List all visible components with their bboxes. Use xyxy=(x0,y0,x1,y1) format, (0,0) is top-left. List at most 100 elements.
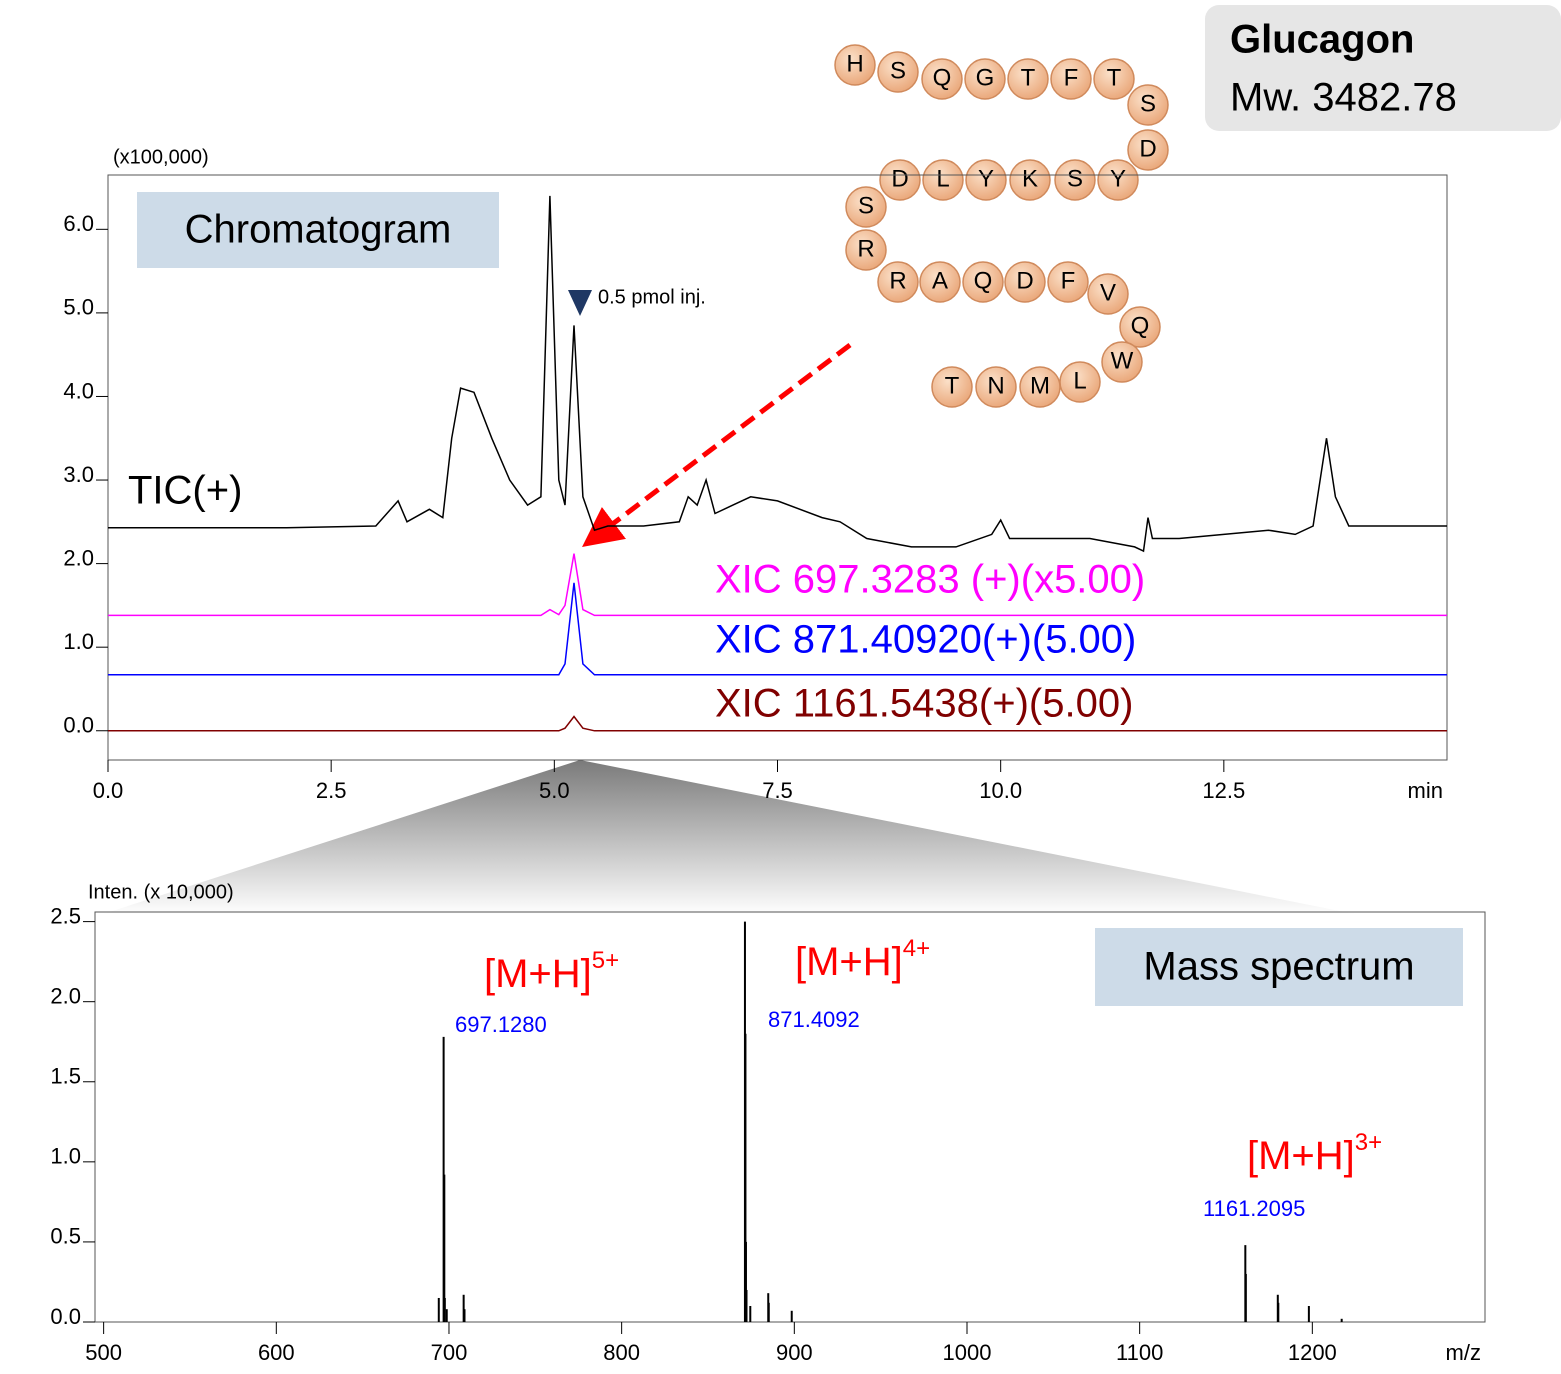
y-tick-label: 2.0 xyxy=(63,545,94,570)
y-tick-label: 3.0 xyxy=(63,462,94,487)
residue-label: Q xyxy=(933,64,952,91)
residue-label: D xyxy=(1139,135,1156,162)
residue-label: T xyxy=(1107,64,1122,91)
residue-label: R xyxy=(857,235,874,262)
x-tick-label: 700 xyxy=(431,1340,468,1365)
residue-bead xyxy=(921,58,963,100)
residue-bead xyxy=(1093,58,1135,100)
residue-bead xyxy=(1101,341,1143,383)
residue-bead xyxy=(877,51,919,93)
peak-label: 1161.2095 xyxy=(1203,1196,1305,1221)
residue-bead xyxy=(1097,159,1139,201)
residue-bead xyxy=(919,261,961,303)
residue-bead xyxy=(962,261,1004,303)
ion-label: [M+H]4+ xyxy=(795,935,930,983)
compound-mass: Mw. 3482.78 xyxy=(1230,76,1457,120)
residue-bead xyxy=(1119,306,1161,348)
residue-bead xyxy=(1050,58,1092,100)
injection-marker xyxy=(568,290,592,316)
residue-label: S xyxy=(890,57,906,84)
y-unit-label: Inten. (x 10,000) xyxy=(88,881,234,903)
residue-label: M xyxy=(1030,372,1050,399)
residue-label: T xyxy=(945,372,960,399)
residue-bead xyxy=(1087,273,1129,315)
residue-label: D xyxy=(891,165,908,192)
residue-label: Q xyxy=(1131,312,1150,339)
ion-label-text: [M+H] xyxy=(484,952,592,996)
residue-bead xyxy=(1009,159,1051,201)
x-tick-label: 0.0 xyxy=(93,778,124,803)
residue-label: K xyxy=(1022,165,1038,192)
residue-bead xyxy=(1019,366,1061,408)
series-line xyxy=(108,553,1447,617)
y-tick-label: 2.5 xyxy=(50,903,81,928)
residue-label: T xyxy=(1021,64,1036,91)
x-tick-label: 1000 xyxy=(943,1340,992,1365)
series-line xyxy=(108,715,1447,732)
x-tick-label: 7.5 xyxy=(762,778,793,803)
residue-bead xyxy=(922,159,964,201)
residue-label: R xyxy=(889,267,906,294)
title-box xyxy=(1095,928,1463,1006)
residue-label: A xyxy=(932,267,948,294)
x-axis-label: m/z xyxy=(1446,1340,1481,1365)
chart-title: Mass spectrum xyxy=(1143,945,1414,989)
y-tick-label: 5.0 xyxy=(63,295,94,320)
y-tick-label: 2.0 xyxy=(50,984,81,1009)
peak-label: 697.1280 xyxy=(455,1012,547,1037)
series-label: TIC(+) xyxy=(128,469,242,513)
arrow xyxy=(582,343,852,548)
x-tick-label: 12.5 xyxy=(1202,778,1245,803)
ion-charge: 3+ xyxy=(1355,1129,1382,1156)
ion-label: [M+H]5+ xyxy=(484,947,619,995)
ion-label: [M+H]3+ xyxy=(1247,1129,1382,1177)
series-label: XIC 1161.5438(+)(5.00) xyxy=(715,682,1133,726)
residue-bead xyxy=(1054,159,1096,201)
residue-label: Y xyxy=(1110,165,1126,192)
y-tick-label: 1.5 xyxy=(50,1064,81,1089)
residue-bead xyxy=(1127,84,1169,126)
series-label: XIC 697.3283 (+)(x5.00) xyxy=(715,558,1145,602)
residue-label: L xyxy=(936,165,949,192)
residue-label: W xyxy=(1111,347,1134,374)
zoom-fan xyxy=(100,760,1360,915)
residue-bead xyxy=(1127,129,1169,171)
residue-label: Q xyxy=(974,267,993,294)
annotation: 0.5 pmol inj. xyxy=(598,286,706,308)
x-tick-label: 900 xyxy=(776,1340,813,1365)
residue-bead xyxy=(931,366,973,408)
series-line xyxy=(108,195,1447,553)
y-tick-label: 6.0 xyxy=(63,211,94,236)
title-box xyxy=(137,192,499,268)
y-tick-label: 1.0 xyxy=(63,629,94,654)
residue-bead xyxy=(1004,261,1046,303)
residue-bead xyxy=(1007,58,1049,100)
y-tick-label: 0.5 xyxy=(50,1224,81,1249)
residue-label: Y xyxy=(978,165,994,192)
residue-label: V xyxy=(1100,279,1116,306)
y-tick-label: 4.0 xyxy=(63,378,94,403)
residue-label: D xyxy=(1016,267,1033,294)
residue-label: N xyxy=(987,372,1004,399)
x-tick-label: 10.0 xyxy=(979,778,1022,803)
residue-bead xyxy=(877,261,919,303)
residue-bead xyxy=(834,44,876,86)
residue-label: H xyxy=(846,50,863,77)
y-tick-label: 1.0 xyxy=(50,1144,81,1169)
compound-box xyxy=(1205,5,1561,131)
residue-bead xyxy=(975,366,1017,408)
ion-label-text: [M+H] xyxy=(795,940,903,984)
series-line xyxy=(108,582,1447,676)
ion-charge: 4+ xyxy=(903,935,930,962)
residue-label: F xyxy=(1061,267,1076,294)
residue-label: S xyxy=(1067,165,1083,192)
ion-charge: 5+ xyxy=(592,947,619,974)
compound-name: Glucagon xyxy=(1230,18,1414,62)
residue-bead xyxy=(879,159,921,201)
x-tick-label: 2.5 xyxy=(316,778,347,803)
peak-label: 871.4092 xyxy=(768,1007,860,1032)
x-tick-label: 5.0 xyxy=(539,778,570,803)
x-tick-label: 1200 xyxy=(1288,1340,1337,1365)
y-tick-label: 0.0 xyxy=(50,1304,81,1329)
